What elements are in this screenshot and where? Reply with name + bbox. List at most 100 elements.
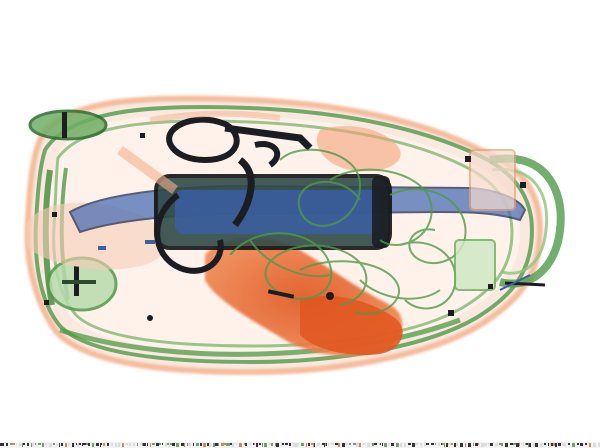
detector-noise-mark bbox=[415, 443, 418, 445]
detector-noise-mark bbox=[88, 443, 90, 446]
green-cable-tangle bbox=[229, 148, 467, 315]
small-metal-parts bbox=[44, 133, 526, 321]
item-box-upper-right bbox=[469, 149, 516, 211]
detector-noise-mark bbox=[456, 443, 458, 446]
detector-noise-mark bbox=[499, 443, 501, 445]
detector-noise-mark bbox=[188, 443, 191, 446]
detector-noise-mark bbox=[363, 443, 365, 445]
detector-noise-mark bbox=[446, 443, 448, 447]
dense-cylinder-core bbox=[175, 190, 380, 234]
detector-noise-mark bbox=[65, 443, 67, 447]
detector-noise-mark bbox=[245, 443, 247, 446]
detector-noise-mark bbox=[2, 443, 4, 446]
cable-connector-top bbox=[224, 124, 313, 151]
dense-cylinder-endcap bbox=[372, 176, 390, 248]
detector-noise-mark bbox=[140, 443, 142, 445]
detector-noise-mark bbox=[147, 443, 148, 446]
detector-noise-mark bbox=[42, 443, 44, 447]
detector-noise-mark bbox=[16, 443, 17, 445]
detector-noise-mark bbox=[444, 443, 445, 447]
detector-noise-mark bbox=[221, 443, 224, 446]
detector-edge-noise bbox=[0, 442, 600, 448]
detector-noise-mark bbox=[540, 443, 543, 447]
detector-noise-mark bbox=[176, 443, 179, 447]
detector-noise-mark bbox=[580, 443, 583, 446]
detector-noise-mark bbox=[568, 443, 570, 445]
detector-noise-mark bbox=[448, 443, 451, 445]
detector-noise-mark bbox=[56, 443, 57, 446]
detector-noise-mark bbox=[79, 443, 81, 445]
detector-noise-mark bbox=[535, 443, 538, 447]
detector-noise-mark bbox=[495, 443, 498, 446]
detector-noise-mark bbox=[167, 443, 169, 445]
detector-noise-mark bbox=[523, 443, 524, 446]
detector-noise-mark bbox=[501, 443, 503, 446]
detector-noise-mark bbox=[345, 443, 348, 445]
detector-noise-mark bbox=[306, 443, 307, 447]
bag-handle bbox=[489, 154, 565, 288]
metal-rod-right-2 bbox=[499, 274, 531, 291]
detector-noise-mark bbox=[384, 443, 387, 447]
detector-noise-mark bbox=[0, 443, 2, 446]
detector-noise-mark bbox=[32, 443, 34, 446]
detector-noise-mark bbox=[59, 443, 60, 447]
detector-noise-mark bbox=[525, 443, 526, 445]
detector-noise-mark bbox=[519, 443, 520, 446]
detector-noise-mark bbox=[196, 443, 199, 446]
detector-noise-mark bbox=[438, 443, 440, 446]
cable-hook bbox=[254, 141, 281, 168]
organic-strap-left bbox=[117, 145, 178, 195]
detector-noise-mark bbox=[374, 443, 376, 445]
detector-noise-mark bbox=[372, 443, 374, 446]
wheel-top-left-axle bbox=[62, 112, 67, 138]
detector-noise-mark bbox=[572, 443, 575, 447]
detector-noise-mark bbox=[82, 443, 83, 446]
detector-noise-mark bbox=[22, 443, 23, 447]
detector-noise-mark bbox=[103, 443, 105, 446]
detector-noise-mark bbox=[281, 443, 282, 446]
detector-noise-mark bbox=[230, 443, 232, 445]
detector-noise-mark bbox=[156, 443, 159, 446]
detector-noise-mark bbox=[342, 443, 345, 447]
detector-noise-mark bbox=[122, 443, 124, 447]
detector-noise-mark bbox=[431, 443, 434, 445]
detector-noise-mark bbox=[115, 443, 117, 447]
detector-noise-mark bbox=[553, 443, 555, 446]
detector-noise-mark bbox=[521, 443, 522, 445]
detector-noise-mark bbox=[69, 443, 70, 445]
cable-loop-clip bbox=[232, 157, 255, 228]
detector-noise-mark bbox=[412, 443, 415, 447]
detector-noise-mark bbox=[488, 443, 490, 445]
detector-noise-mark bbox=[215, 443, 218, 446]
detector-noise-mark bbox=[335, 443, 338, 445]
detector-noise-mark bbox=[441, 443, 442, 445]
detector-noise-mark bbox=[253, 443, 254, 445]
detector-noise-mark bbox=[111, 443, 113, 446]
detector-noise-mark bbox=[49, 443, 52, 447]
detector-noise-mark bbox=[313, 443, 314, 447]
detector-noise-mark bbox=[218, 443, 219, 446]
detector-noise-mark bbox=[388, 443, 390, 445]
detector-noise-mark bbox=[301, 443, 304, 446]
detector-noise-mark bbox=[38, 443, 41, 445]
detector-noise-mark bbox=[400, 443, 402, 447]
detector-noise-mark bbox=[331, 443, 334, 445]
detector-noise-mark bbox=[107, 443, 109, 446]
detector-noise-mark bbox=[209, 443, 211, 447]
organic-strap-top bbox=[149, 110, 281, 123]
detector-noise-mark bbox=[169, 443, 170, 447]
detector-noise-mark bbox=[392, 443, 394, 446]
detector-noise-mark bbox=[353, 443, 356, 445]
detector-noise-mark bbox=[473, 443, 474, 446]
detector-noise-mark bbox=[129, 443, 131, 446]
detector-noise-mark bbox=[295, 443, 298, 447]
detector-noise-mark bbox=[435, 443, 436, 445]
detector-noise-mark bbox=[328, 443, 329, 446]
detector-noise-mark bbox=[35, 443, 36, 445]
detector-noise-mark bbox=[311, 443, 313, 445]
wheel-top-left bbox=[28, 109, 108, 141]
detector-noise-mark bbox=[308, 443, 310, 446]
detector-noise-mark bbox=[298, 443, 299, 446]
detector-noise-mark bbox=[404, 443, 406, 447]
detector-noise-mark bbox=[92, 443, 94, 447]
